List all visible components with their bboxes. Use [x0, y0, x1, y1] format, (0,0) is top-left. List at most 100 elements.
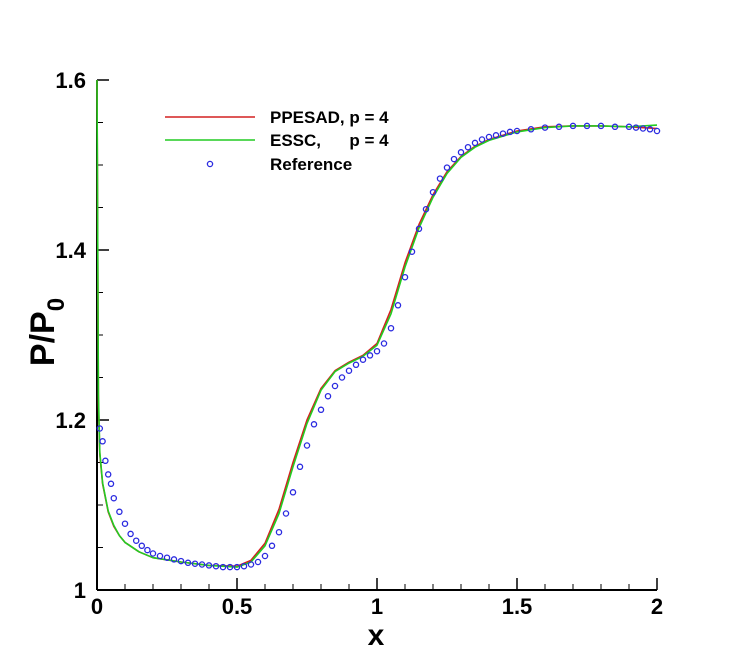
reference-point: [303, 442, 311, 449]
reference-point: [127, 530, 134, 538]
reference-point: [443, 164, 451, 171]
x-tick-label: 0: [91, 594, 103, 619]
x-tick-label: 1.5: [502, 594, 533, 619]
svg-text:P/P0: P/P0: [24, 298, 70, 366]
reference-point: [471, 139, 479, 147]
reference-point: [394, 302, 402, 309]
reference-point: [191, 560, 199, 567]
reference-point: [352, 361, 360, 369]
legend-label-essc: ESSC, p = 4: [270, 131, 389, 150]
y-tick-label: 1.4: [55, 238, 86, 263]
reference-point: [422, 205, 430, 213]
reference-point: [492, 132, 500, 139]
reference-point: [415, 225, 423, 233]
legend-label-ppesad: PPESAD, p = 4: [270, 108, 389, 127]
reference-point: [408, 248, 416, 255]
series-line-ppesad: [96, 79, 658, 567]
reference-point: [541, 124, 549, 131]
reference-point: [506, 128, 514, 136]
x-axis-title: x: [368, 619, 385, 652]
reference-point: [163, 554, 171, 561]
reference-point: [317, 406, 325, 414]
reference-point: [646, 126, 654, 133]
reference-point: [116, 508, 123, 516]
y-axis-title: P/P0: [24, 298, 70, 366]
reference-point: [478, 136, 486, 143]
x-tick-label: 2: [651, 594, 663, 619]
reference-point: [555, 123, 563, 131]
reference-point: [366, 352, 374, 359]
reference-point: [268, 542, 276, 550]
reference-point: [527, 126, 535, 133]
reference-point: [324, 392, 332, 400]
y-tick-label: 1: [74, 578, 86, 603]
reference-point: [632, 124, 640, 131]
reference-point: [387, 324, 395, 332]
legend: PPESAD, p = 4 ESSC, p = 4 Reference: [165, 108, 389, 174]
reference-point: [380, 340, 388, 347]
reference-point: [625, 123, 633, 131]
reference-point: [226, 563, 234, 571]
reference-point: [212, 562, 220, 570]
x-tick-label: 0.5: [222, 594, 253, 619]
reference-point: [110, 494, 118, 502]
axes: 0 0.5 1 1.5 2 1 1.2 1.4 1.6: [55, 68, 663, 619]
reference-point: [569, 122, 577, 130]
reference-point: [102, 457, 109, 465]
reference-point: [156, 552, 164, 560]
reference-point: [485, 133, 493, 141]
reference-point: [149, 550, 157, 557]
series-essc: [96, 79, 658, 568]
reference-point: [104, 471, 112, 478]
reference-point: [359, 356, 367, 363]
reference-point: [289, 489, 297, 496]
reference-point: [611, 123, 619, 131]
reference-point: [373, 347, 381, 355]
legend-label-reference: Reference: [270, 155, 352, 174]
reference-point: [233, 563, 241, 571]
reference-point: [254, 558, 262, 566]
reference-point: [639, 125, 647, 132]
legend-swatch-reference: [206, 160, 214, 168]
reference-point: [170, 556, 178, 563]
series-ppesad: [96, 79, 658, 567]
reference-point: [247, 561, 255, 568]
reference-point: [499, 130, 507, 137]
reference-point: [401, 273, 409, 281]
reference-point: [653, 127, 661, 135]
reference-point: [132, 537, 140, 544]
reference-point: [331, 382, 339, 390]
reference-point: [464, 143, 472, 151]
reference-point: [205, 562, 213, 569]
reference-point: [138, 542, 146, 550]
reference-point: [597, 122, 605, 130]
reference-point: [261, 552, 269, 560]
reference-point: [338, 374, 346, 381]
reference-point: [240, 562, 248, 570]
reference-point: [144, 546, 151, 554]
reference-point: [198, 561, 206, 568]
y-axis-title-base: P/P: [24, 311, 62, 366]
reference-point: [121, 520, 129, 527]
reference-point: [219, 563, 227, 571]
reference-point: [107, 480, 115, 488]
reference-point: [436, 175, 444, 182]
reference-point: [99, 438, 106, 445]
reference-point: [513, 127, 521, 135]
reference-point: [450, 155, 458, 163]
y-tick-label: 1.2: [55, 408, 86, 433]
x-tick-label: 1: [371, 594, 383, 619]
reference-point: [583, 122, 591, 130]
y-tick-label: 1.6: [55, 68, 86, 93]
reference-point: [296, 463, 304, 471]
reference-point: [457, 149, 465, 156]
reference-point: [275, 528, 283, 536]
reference-point: [184, 559, 192, 567]
reference-point: [96, 425, 104, 432]
reference-point: [282, 510, 290, 517]
reference-point: [345, 367, 353, 374]
plot-area: [96, 79, 661, 571]
reference-point: [310, 421, 318, 428]
series-line-essc: [96, 79, 658, 568]
